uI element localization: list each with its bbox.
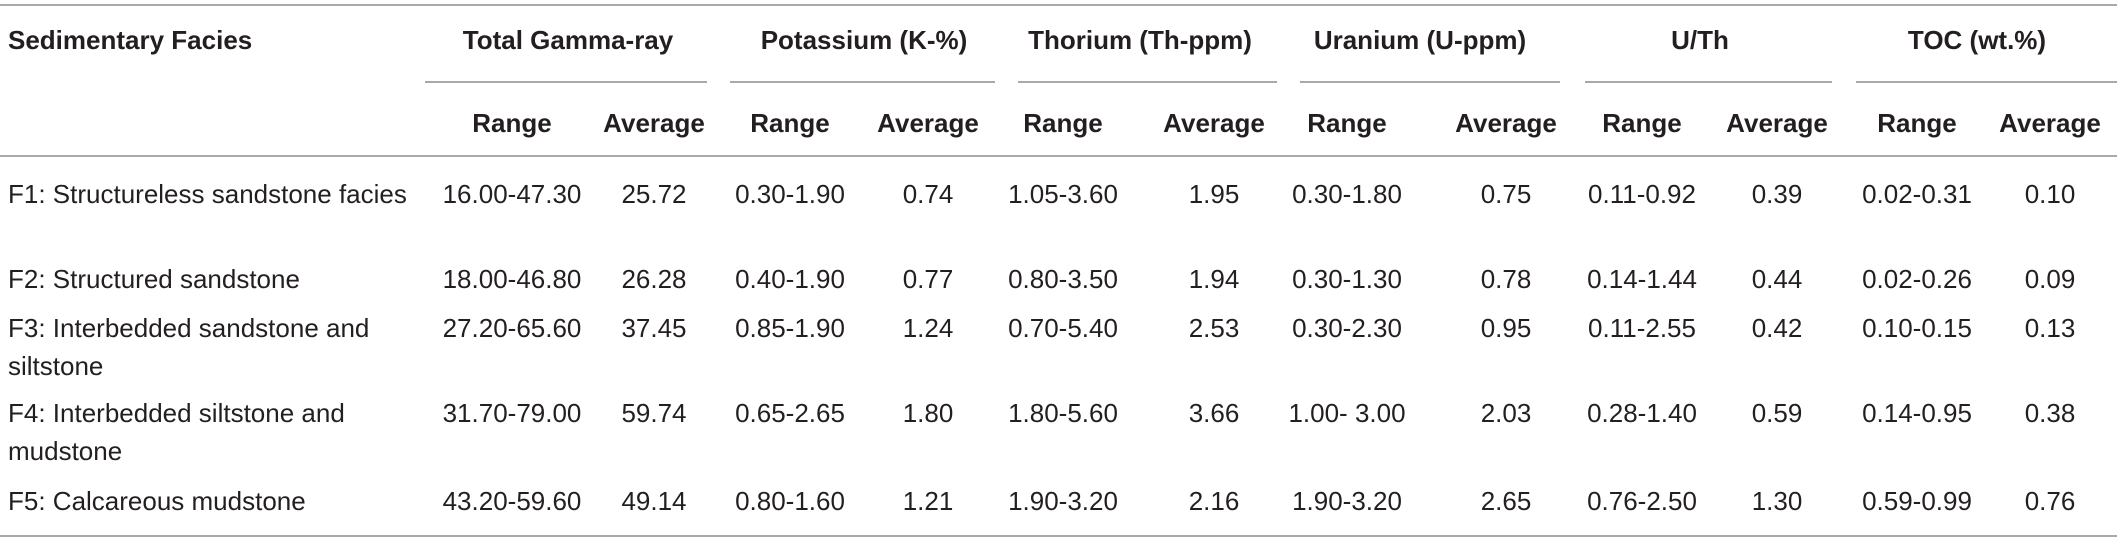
subheader-average: Average xyxy=(1726,108,1828,138)
subheader-average: Average xyxy=(1999,108,2101,138)
group-header-1: Total Gamma-ray xyxy=(462,25,674,55)
group-underline-6 xyxy=(1856,81,2117,83)
range-cell: 0.11-0.92 xyxy=(1588,179,1696,209)
range-cell: 0.40-1.90 xyxy=(735,264,845,294)
bottom-rule xyxy=(0,535,2117,537)
top-rule xyxy=(0,4,2117,6)
average-cell: 2.65 xyxy=(1480,486,1532,516)
subheader-average: Average xyxy=(877,108,979,138)
average-cell: 0.13 xyxy=(2024,313,2076,343)
facies-column-header: Sedimentary Facies xyxy=(8,25,253,55)
range-cell: 0.11-2.55 xyxy=(1588,313,1696,343)
average-cell: 1.30 xyxy=(1751,486,1803,516)
subheader-range: Range xyxy=(472,108,552,138)
average-cell: 0.77 xyxy=(902,264,954,294)
average-cell: 0.38 xyxy=(2024,398,2076,428)
average-cell: 1.95 xyxy=(1188,179,1240,209)
group-underline-2 xyxy=(730,81,995,83)
average-cell: 1.94 xyxy=(1188,264,1240,294)
subheader-range: Range xyxy=(1023,108,1103,138)
range-cell: 0.28-1.40 xyxy=(1587,398,1697,428)
group-underline-4 xyxy=(1300,81,1560,83)
range-cell: 0.30-2.30 xyxy=(1292,313,1402,343)
average-cell: 25.72 xyxy=(621,179,687,209)
average-cell: 37.45 xyxy=(621,313,687,343)
facies-label: F3: Interbedded sandstone and siltstone xyxy=(8,313,370,381)
average-cell: 0.95 xyxy=(1480,313,1532,343)
range-cell: 0.30-1.30 xyxy=(1292,264,1402,294)
group-underline-3 xyxy=(1018,81,1277,83)
average-cell: 1.80 xyxy=(902,398,954,428)
group-header-3: Thorium (Th-ppm) xyxy=(1028,25,1252,55)
group-header-4: Uranium (U-ppm) xyxy=(1313,25,1527,55)
average-cell: 0.59 xyxy=(1751,398,1803,428)
subheader-range: Range xyxy=(1877,108,1957,138)
average-cell: 0.10 xyxy=(2024,179,2076,209)
average-cell: 0.39 xyxy=(1751,179,1803,209)
average-cell: 0.76 xyxy=(2024,486,2076,516)
range-cell: 27.20-65.60 xyxy=(442,313,582,343)
range-cell: 0.02-0.31 xyxy=(1862,179,1972,209)
average-cell: 2.16 xyxy=(1188,486,1240,516)
range-cell: 0.30-1.90 xyxy=(735,179,845,209)
facies-label: F4: Interbedded siltstone and mudstone xyxy=(8,398,345,466)
range-cell: 18.00-46.80 xyxy=(442,264,582,294)
range-cell: 0.10-0.15 xyxy=(1862,313,1972,343)
range-cell: 1.90-3.20 xyxy=(1292,486,1402,516)
range-cell: 0.76-2.50 xyxy=(1587,486,1697,516)
group-header-6: TOC (wt.%) xyxy=(1907,25,2047,55)
header-rule xyxy=(0,155,2117,157)
range-cell: 0.59-0.99 xyxy=(1862,486,1972,516)
average-cell: 1.24 xyxy=(902,313,954,343)
average-cell: 0.44 xyxy=(1751,264,1803,294)
range-cell: 0.14-1.44 xyxy=(1587,264,1697,294)
average-cell: 49.14 xyxy=(621,486,687,516)
range-cell: 0.70-5.40 xyxy=(1008,313,1118,343)
subheader-range: Range xyxy=(750,108,830,138)
average-cell: 0.09 xyxy=(2024,264,2076,294)
average-cell: 0.78 xyxy=(1480,264,1532,294)
range-cell: 1.80-5.60 xyxy=(1008,398,1118,428)
subheader-average: Average xyxy=(1455,108,1557,138)
range-cell: 1.05-3.60 xyxy=(1008,179,1118,209)
average-cell: 26.28 xyxy=(621,264,687,294)
facies-label: F5: Calcareous mudstone xyxy=(8,486,306,516)
range-cell: 43.20-59.60 xyxy=(442,486,582,516)
group-underline-1 xyxy=(425,81,707,83)
range-cell: 0.80-3.50 xyxy=(1008,264,1118,294)
group-underline-5 xyxy=(1585,81,1832,83)
range-cell: 1.00- 3.00 xyxy=(1288,398,1406,428)
group-header-2: Potassium (K-%) xyxy=(760,25,968,55)
subheader-average: Average xyxy=(1163,108,1265,138)
range-cell: 16.00-47.30 xyxy=(442,179,582,209)
range-cell: 1.90-3.20 xyxy=(1008,486,1118,516)
group-header-5: U/Th xyxy=(1671,25,1729,55)
range-cell: 0.65-2.65 xyxy=(735,398,845,428)
subheader-range: Range xyxy=(1602,108,1682,138)
range-cell: 0.02-0.26 xyxy=(1862,264,1972,294)
average-cell: 3.66 xyxy=(1188,398,1240,428)
facies-label: F1: Structureless sandstone facies xyxy=(8,179,407,209)
average-cell: 59.74 xyxy=(621,398,687,428)
subheader-range: Range xyxy=(1307,108,1387,138)
range-cell: 0.30-1.80 xyxy=(1292,179,1402,209)
average-cell: 1.21 xyxy=(902,486,954,516)
average-cell: 0.42 xyxy=(1751,313,1803,343)
range-cell: 31.70-79.00 xyxy=(442,398,582,428)
facies-label: F2: Structured sandstone xyxy=(8,264,300,294)
average-cell: 0.75 xyxy=(1480,179,1532,209)
average-cell: 2.03 xyxy=(1480,398,1532,428)
range-cell: 0.80-1.60 xyxy=(735,486,845,516)
average-cell: 2.53 xyxy=(1188,313,1240,343)
range-cell: 0.14-0.95 xyxy=(1862,398,1972,428)
subheader-average: Average xyxy=(603,108,705,138)
range-cell: 0.85-1.90 xyxy=(735,313,845,343)
average-cell: 0.74 xyxy=(902,179,954,209)
